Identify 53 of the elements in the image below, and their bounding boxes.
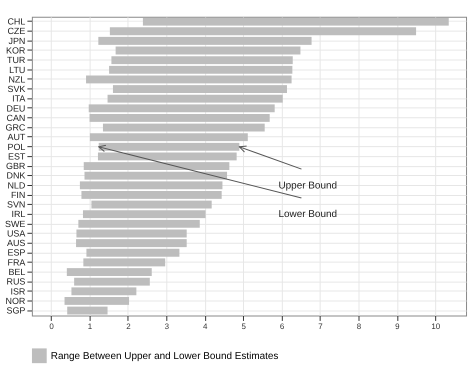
y-tick-label: AUT: [7, 132, 26, 142]
y-tick-label: FIN: [10, 190, 26, 200]
x-tick-label: 7: [318, 322, 324, 331]
y-tick-label: FRA: [7, 257, 26, 268]
x-tick-label: 8: [356, 322, 362, 331]
annotation: Lower Bound: [278, 209, 338, 220]
y-tick-label: RUS: [6, 276, 26, 287]
x-tick-label: 1: [88, 322, 93, 331]
y-tick-label: IRL: [11, 209, 26, 220]
y-tick-label: EST: [8, 151, 26, 162]
y-tick-label: POL: [7, 142, 26, 152]
bar: [109, 66, 292, 74]
y-tick-label: DNK: [6, 170, 26, 181]
bar: [84, 172, 228, 180]
x-tick-label: 2: [126, 322, 132, 331]
y-tick-label: AUS: [6, 238, 26, 248]
bar: [71, 287, 136, 296]
y-tick-label: ISR: [10, 286, 26, 296]
y-tick-label: USA: [6, 228, 26, 238]
y-tick-label: KOR: [6, 45, 26, 56]
x-tick-label: 0: [49, 322, 54, 331]
x-tick-label: 4: [203, 322, 208, 331]
y-tick-label: DEU: [6, 103, 26, 114]
x-tick-label: 6: [280, 322, 285, 331]
x-tick-label: 3: [164, 322, 170, 331]
x-tick-label: 10: [431, 322, 441, 331]
y-tick-label: ESP: [7, 248, 26, 258]
y-tick-label: BEL: [8, 267, 26, 277]
bar: [86, 248, 180, 257]
x-tick-label: 5: [241, 322, 246, 331]
y-tick-label: ITA: [12, 94, 26, 104]
bar: [82, 210, 206, 218]
y-tick-label: SWE: [4, 218, 26, 229]
y-tick-label: SVK: [7, 84, 26, 94]
y-tick-label: GBR: [6, 161, 26, 172]
y-tick-label: JPN: [8, 36, 26, 46]
y-tick-label: CAN: [6, 112, 26, 123]
y-tick-label: CHL: [7, 16, 26, 27]
y-tick-label: NZL: [8, 74, 26, 84]
y-tick-label: NOR: [5, 296, 26, 306]
bar: [142, 18, 449, 26]
y-tick-label: GRC: [5, 122, 26, 133]
y-tick-label: SGP: [6, 306, 26, 316]
y-tick-label: NLD: [7, 180, 26, 190]
y-tick-label: SVN: [6, 200, 26, 210]
y-tick-label: LTU: [9, 64, 26, 75]
y-tick-label: TUR: [6, 55, 26, 66]
bar: [110, 27, 416, 36]
legend-label: Range Between Upper and Lower Bound Estimates: [50, 350, 278, 362]
x-tick-label: 9: [395, 322, 400, 331]
annotation: Upper Bound: [278, 180, 338, 192]
y-tick-label: CZE: [7, 26, 26, 36]
bar: [88, 104, 275, 112]
